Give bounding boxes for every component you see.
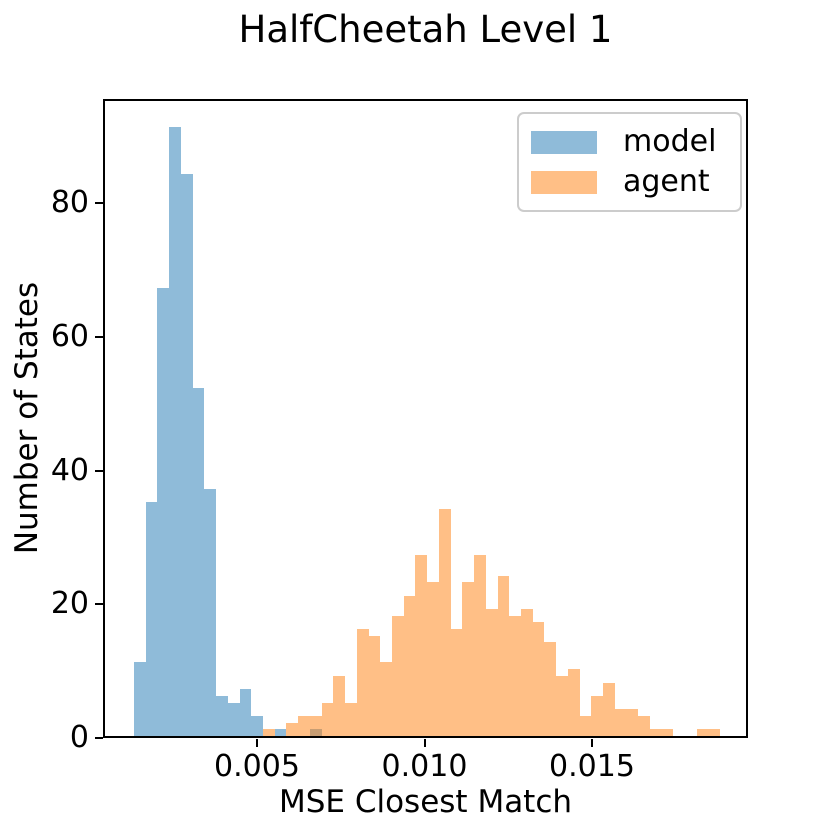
histogram-bar-agent <box>368 635 381 736</box>
legend-item-agent: agent <box>531 167 728 197</box>
histogram-bars <box>105 101 746 736</box>
histogram-bar-agent <box>696 729 709 736</box>
x-tick-label: 0.010 <box>381 749 468 784</box>
y-tick-label: 60 <box>50 318 89 354</box>
histogram-bar-agent <box>403 595 416 736</box>
histogram-bar-agent <box>345 702 357 736</box>
y-tick-label: 80 <box>50 185 89 220</box>
histogram-bar-agent <box>438 508 451 736</box>
histogram-bar-agent <box>450 629 463 736</box>
histogram-bar-agent <box>497 575 510 736</box>
histogram-bar-agent <box>603 682 615 736</box>
legend-item-model: model <box>531 127 728 157</box>
histogram-bar-agent <box>380 662 392 736</box>
histogram-bar-agent <box>263 729 275 736</box>
histogram-bar-model <box>145 501 158 736</box>
histogram-bar-agent <box>462 582 475 736</box>
histogram-bar-agent <box>356 629 369 736</box>
y-tick-mark <box>95 335 103 338</box>
y-tick-mark <box>95 202 103 204</box>
histogram-bar-model <box>192 388 205 736</box>
histogram-bar-agent <box>614 709 627 736</box>
histogram-bar-agent <box>556 675 568 736</box>
histogram-bar-model <box>169 127 181 736</box>
histogram-bar-agent <box>661 729 674 736</box>
legend-label-agent: agent <box>623 164 710 199</box>
legend-label-model: model <box>623 124 717 159</box>
histogram-bar-agent <box>427 582 439 736</box>
y-tick-label: 0 <box>69 720 89 755</box>
histogram-bar-agent <box>579 715 592 736</box>
histogram-bar-agent <box>638 715 650 736</box>
x-tick-label: 0.015 <box>549 749 635 784</box>
y-tick-mark <box>95 603 103 606</box>
histogram-bar-agent <box>626 709 639 736</box>
histogram-bar-agent <box>567 669 580 736</box>
histogram-bar-agent <box>708 729 721 736</box>
histogram-bar-agent <box>509 615 521 736</box>
histogram-bar-model <box>239 689 252 736</box>
y-tick-label: 20 <box>50 586 89 622</box>
histogram-bar-model <box>216 695 228 736</box>
histogram-bar-agent <box>649 729 662 736</box>
histogram-bar-agent <box>298 715 310 736</box>
x-tick-mark <box>591 739 593 747</box>
y-axis-label: Number of States <box>9 281 45 555</box>
histogram-bar-model <box>274 729 287 736</box>
histogram-bar-agent <box>544 642 557 736</box>
histogram-bar-agent <box>333 675 346 736</box>
legend-swatch-model <box>531 130 597 154</box>
histogram-bar-agent <box>321 702 334 736</box>
y-tick-label: 40 <box>50 452 89 488</box>
histogram-bar-agent <box>474 555 486 736</box>
histogram-bar-agent <box>415 555 428 736</box>
x-axis-label: MSE Closest Match <box>278 784 573 820</box>
histogram-bar-model <box>157 287 170 736</box>
y-tick-mark <box>95 737 103 739</box>
histogram-bar-model <box>204 488 217 736</box>
histogram-bar-agent <box>520 608 533 736</box>
histogram-bar-agent <box>391 615 404 736</box>
legend: model agent <box>517 112 742 212</box>
x-tick-label: 0.005 <box>214 749 300 784</box>
chart-title: HalfCheetah Level 1 <box>238 8 613 51</box>
y-tick-mark <box>95 469 103 472</box>
histogram-bar-model <box>227 702 240 736</box>
histogram-bar-model <box>180 174 193 736</box>
histogram-bar-agent <box>286 722 299 736</box>
histogram-bar-agent <box>532 622 545 736</box>
histogram-bar-agent <box>591 695 604 736</box>
x-tick-mark <box>423 739 426 747</box>
histogram-bar-model <box>134 662 146 736</box>
legend-swatch-agent <box>531 170 597 194</box>
histogram-bar-agent <box>485 608 498 736</box>
x-tick-mark <box>256 739 258 747</box>
histogram-bar-agent <box>309 715 322 736</box>
histogram-bar-model <box>251 715 263 736</box>
